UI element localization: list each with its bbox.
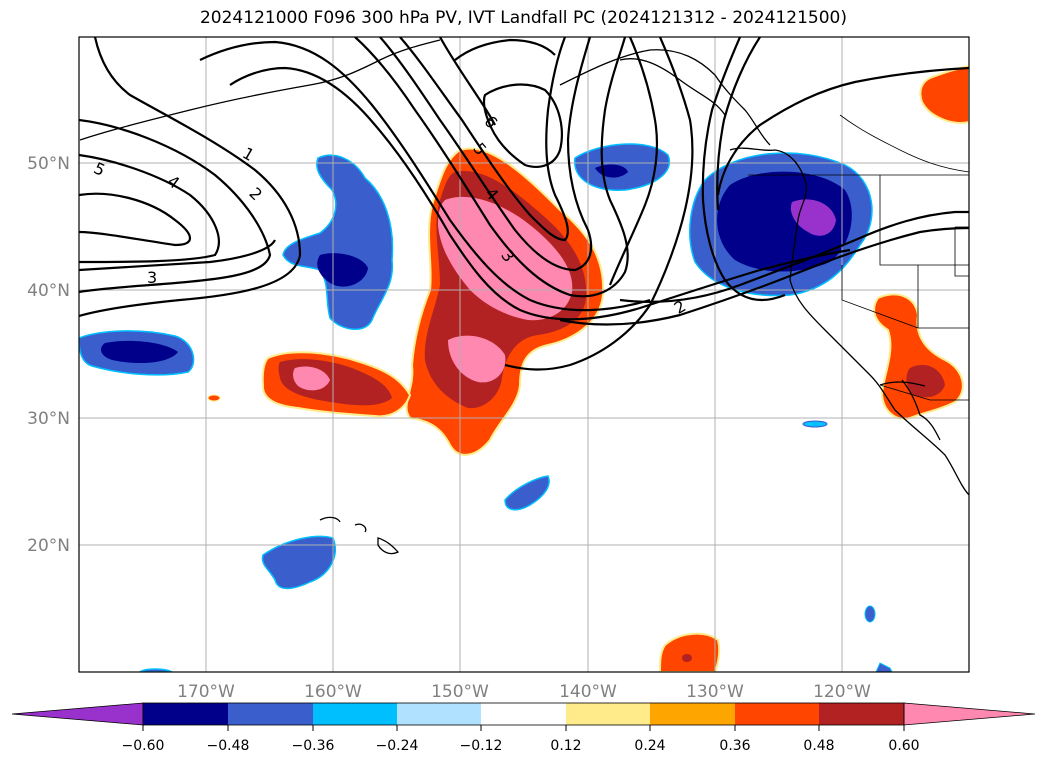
positive-anomaly-region [659, 632, 721, 672]
colorbar-tick-label: −0.12 [460, 738, 503, 754]
colorbar-tick-label: −0.60 [122, 738, 165, 754]
strong-negative-anomaly [790, 199, 836, 236]
colorbar-segment [228, 703, 313, 725]
colorbar-segment [735, 703, 819, 725]
latitude-labels: 20°N 30°N 40°N 50°N [27, 154, 70, 556]
positive-anomaly-strongest [438, 196, 573, 321]
gridlines [79, 37, 969, 672]
colorbar-segment [566, 703, 650, 725]
negative-anomaly-core [317, 253, 368, 287]
lat-tick-label: 30°N [27, 409, 70, 429]
longitude-labels: 170°W 160°W 150°W 140°W 130°W 120°W [177, 682, 871, 702]
colorbar-segment [819, 703, 904, 725]
colorbar-extend-high [903, 702, 1036, 726]
colorbar-tick-label: 0.24 [634, 738, 665, 754]
negative-anomaly-core [717, 171, 852, 272]
colorbar-segment [313, 703, 397, 725]
contour-label: 5 [91, 158, 108, 180]
contour-label: 2 [245, 184, 266, 205]
colorbar-tick-labels: −0.60 −0.48 −0.36 −0.24 −0.12 0.12 0.24 … [122, 738, 920, 754]
colorbar-ticks [142, 725, 905, 731]
colorbar-segment [143, 703, 228, 725]
negative-anomaly-region [282, 154, 394, 330]
colorbar-segment [397, 703, 481, 725]
positive-anomaly-strong [906, 364, 945, 398]
colorbar-frame [142, 702, 905, 726]
colorbar-tick-label: 0.12 [550, 738, 581, 754]
plot-area: 5 4 1 2 3 6 5 4 3 2 [79, 37, 969, 672]
plot-frame [78, 36, 970, 673]
lon-tick-label: 140°W [559, 682, 617, 702]
positive-anomaly-spot [207, 394, 221, 402]
negative-anomaly-spot [802, 420, 828, 428]
negative-anomaly-spot [875, 662, 893, 672]
positive-anomaly-strongest [448, 335, 506, 383]
colorbar-extend-low [11, 702, 144, 726]
positive-anomaly-region [919, 64, 969, 124]
coastlines [79, 39, 969, 555]
lat-tick-label: 50°N [27, 154, 70, 174]
negative-anomaly-core [100, 340, 178, 364]
colorbar-tick-label: 0.48 [803, 738, 834, 754]
colorbar-tick-label: 0.60 [888, 738, 919, 754]
colorbar-tick-label: 0.36 [719, 738, 750, 754]
negative-anomaly-region [504, 475, 550, 511]
lon-tick-label: 160°W [304, 682, 362, 702]
lon-tick-label: 130°W [686, 682, 744, 702]
contour-label: 3 [147, 268, 157, 287]
colorbar-segment [481, 703, 566, 725]
positive-anomaly-core [682, 654, 692, 662]
colorbar-tick-label: −0.36 [292, 738, 335, 754]
pv-line-contours [79, 37, 969, 371]
colorbar-tick-label: −0.24 [376, 738, 419, 754]
colorbar: −0.60 −0.48 −0.36 −0.24 −0.12 0.12 0.24 … [11, 702, 1036, 754]
negative-anomaly-region [261, 535, 336, 590]
lon-tick-label: 150°W [431, 682, 489, 702]
colorbar-segment [650, 703, 735, 725]
lon-tick-label: 120°W [813, 682, 871, 702]
lat-tick-label: 20°N [27, 536, 70, 556]
positive-anomaly-strongest [293, 366, 330, 391]
lon-tick-label: 170°W [177, 682, 235, 702]
lat-tick-label: 40°N [27, 281, 70, 301]
map-title: 2024121000 F096 300 hPa PV, IVT Landfall… [199, 8, 847, 28]
colorbar-tick-label: −0.48 [207, 738, 250, 754]
negative-anomaly-spot [864, 605, 876, 623]
borders [748, 114, 969, 401]
